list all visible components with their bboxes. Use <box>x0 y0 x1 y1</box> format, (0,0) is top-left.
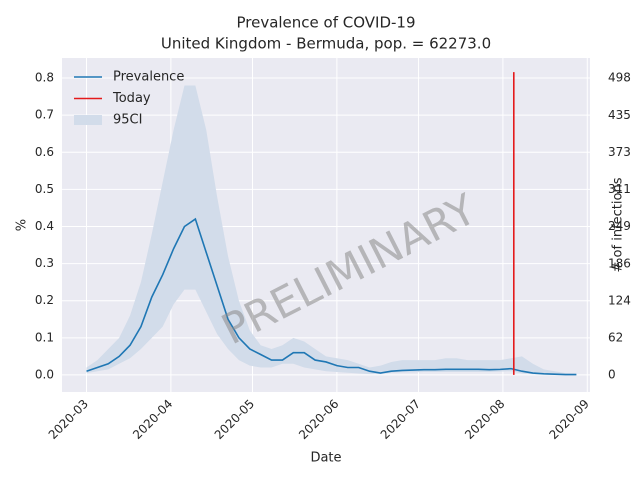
y-tick-label: 0.8 <box>35 71 54 85</box>
y-tick-label: 0.6 <box>35 145 54 159</box>
chart-subtitle: United Kingdom - Bermuda, pop. = 62273.0 <box>161 35 491 53</box>
legend-label: Prevalence <box>113 70 184 85</box>
y-tick-label: 0.1 <box>35 330 54 344</box>
x-tick-label: 2020-07 <box>378 397 423 442</box>
y-tick-label: 0.3 <box>35 256 54 270</box>
y2-tick-label: 249 <box>608 219 631 233</box>
y2-tick-label: 498 <box>608 71 631 85</box>
x-tick-label: 2020-05 <box>212 397 257 442</box>
x-tick-label: 2020-08 <box>462 397 507 442</box>
y2-tick-label: 435 <box>608 108 631 122</box>
x-tick-label: 2020-03 <box>46 397 91 442</box>
x-tick-label: 2020-04 <box>130 397 175 442</box>
y2-tick-label: 62 <box>608 330 623 344</box>
y-tick-label: 0.4 <box>35 219 54 233</box>
y-tick-label: 0.0 <box>35 367 54 381</box>
x-tick-label: 2020-09 <box>547 397 592 442</box>
y2-axis-label: # of infections <box>611 177 626 272</box>
line <box>86 217 577 376</box>
chart-title: Prevalence of COVID-19 <box>236 14 415 32</box>
y2-tick-label: 311 <box>608 182 631 196</box>
legend-label: Today <box>112 91 151 106</box>
legend-swatch <box>74 115 102 125</box>
y-tick-label: 0.2 <box>35 293 54 307</box>
y-axis-label: % <box>15 219 30 231</box>
y-tick-label: 0.7 <box>35 108 54 122</box>
y2-tick-label: 124 <box>608 294 631 308</box>
marks <box>86 72 577 376</box>
y-tick-label: 0.5 <box>35 182 54 196</box>
legend-label: 95CI <box>113 113 142 128</box>
y2-tick-label: 373 <box>608 145 631 159</box>
y2-tick-label: 186 <box>608 257 631 271</box>
y2-tick-label: 0 <box>608 367 616 381</box>
ci-band <box>86 85 577 375</box>
x-axis-label: Date <box>310 451 341 466</box>
x-tick-label: 2020-06 <box>296 397 341 442</box>
